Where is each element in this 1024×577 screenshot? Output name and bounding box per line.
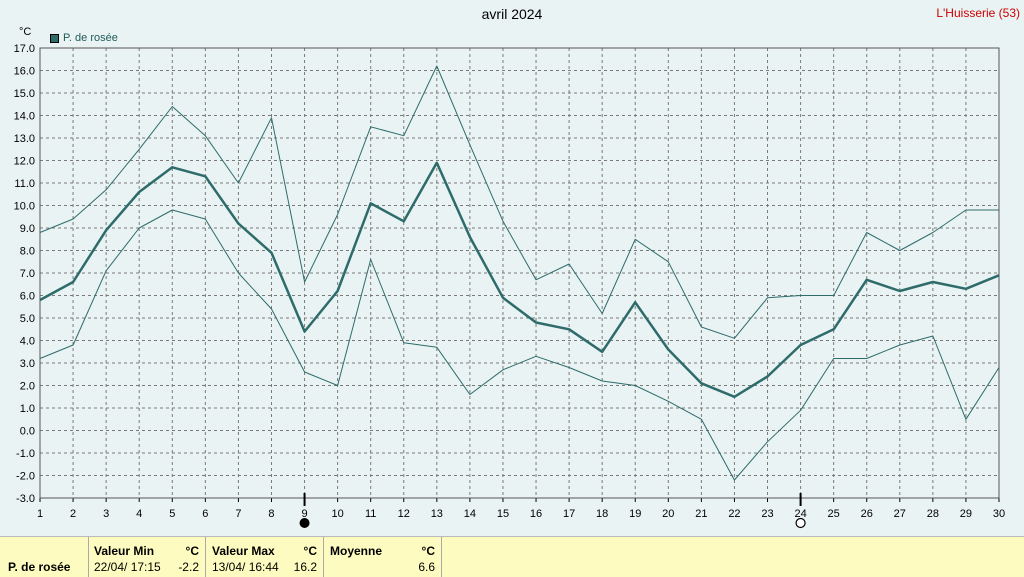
y-tick-label: 1.0	[20, 403, 35, 415]
y-tick-label: 13.0	[14, 133, 35, 145]
footer-max-cell: Valeur Max °C 13/04/ 16:44 16.2	[206, 537, 324, 577]
y-tick-label: 14.0	[14, 111, 35, 123]
x-tick-label: 12	[398, 508, 410, 520]
x-tick-label: 16	[530, 508, 542, 520]
x-tick-label: 19	[629, 508, 641, 520]
x-tick-label: 6	[202, 508, 208, 520]
y-tick-label: 15.0	[14, 88, 35, 100]
axes: -3.0 -2.0 -1.0 0.0 1.0 2.0 3.0 4.0 5.0 6.0 7.0 8.0 9…	[14, 43, 1006, 520]
x-tick-label: 10	[331, 508, 343, 520]
x-tick-label: 21	[695, 508, 707, 520]
max-header: Valeur Max	[212, 544, 275, 558]
grid	[39, 47, 1000, 499]
legend: P. de rosée	[50, 32, 118, 44]
y-tick-label: -2.0	[16, 471, 35, 483]
x-tick-label: 20	[662, 508, 674, 520]
x-tick-label: 13	[431, 508, 443, 520]
y-tick-label: -1.0	[16, 448, 35, 460]
y-tick-label: 6.0	[20, 291, 35, 303]
y-tick-label: 5.0	[20, 313, 35, 325]
y-axis-unit: °C	[19, 26, 32, 38]
x-tick-label: 22	[728, 508, 740, 520]
series	[39, 65, 1000, 481]
y-tick-label: 4.0	[20, 336, 35, 348]
x-tick-label: 14	[464, 508, 476, 520]
series-line-mean	[39, 161, 1000, 399]
footer-row-label-cell: P. de rosée	[0, 537, 89, 577]
y-tick-label: 7.0	[20, 268, 35, 280]
x-tick-label: 30	[993, 508, 1005, 520]
min-value: -2.2	[178, 560, 199, 574]
y-tick-label: 9.0	[20, 223, 35, 235]
x-tick-label: 2	[70, 508, 76, 520]
mean-header: Moyenne	[330, 544, 383, 558]
y-tick-label: 2.0	[20, 381, 35, 393]
x-tick-label: 26	[861, 508, 873, 520]
x-tick-label: 11	[365, 508, 376, 520]
legend-label: P. de rosée	[63, 32, 118, 44]
x-tick-label: 1	[37, 508, 43, 520]
x-tick-label: 4	[136, 508, 142, 520]
x-tick-label: 15	[497, 508, 509, 520]
y-tick-label: 8.0	[20, 246, 35, 258]
y-tick-label: 3.0	[20, 358, 35, 370]
summary-footer: P. de rosée Valeur Min °C 22/04/ 17:15 -…	[0, 536, 1024, 577]
legend-swatch	[50, 33, 59, 43]
x-tick-label: 24	[794, 508, 806, 520]
new-moon-icon	[795, 517, 806, 529]
mean-value: 6.6	[418, 560, 435, 574]
y-tick-label: 10.0	[14, 201, 35, 213]
y-tick-label: 16.0	[14, 66, 35, 78]
footer-mean-cell: Moyenne °C 6.6	[324, 537, 442, 577]
x-tick-label: 5	[169, 508, 175, 520]
y-tick-label: 17.0	[14, 43, 35, 55]
footer-min-cell: Valeur Min °C 22/04/ 17:15 -2.2	[88, 537, 206, 577]
y-tick-label: 12.0	[14, 156, 35, 168]
full-moon-icon	[299, 518, 310, 528]
dew-point-chart: -3.0 -2.0 -1.0 0.0 1.0 2.0 3.0 4.0 5.0 6.0 7.0 8.0 9…	[14, 43, 1006, 529]
min-date: 22/04/ 17:15	[94, 560, 161, 574]
moon-markers	[299, 493, 806, 529]
y-tick-label: 11.0	[14, 178, 35, 190]
mean-unit: °C	[421, 544, 435, 558]
y-tick-label: 0.0	[20, 426, 35, 438]
x-tick-label: 7	[235, 508, 241, 520]
max-unit: °C	[303, 544, 317, 558]
x-tick-label: 18	[596, 508, 608, 520]
x-tick-label: 8	[268, 508, 274, 520]
y-tick-label: -3.0	[16, 493, 35, 505]
x-tick-label: 23	[761, 508, 773, 520]
station-name: L'Huisserie (53)	[936, 6, 1020, 20]
x-tick-label: 17	[563, 508, 575, 520]
min-header: Valeur Min	[94, 544, 155, 558]
x-tick-label: 29	[960, 508, 972, 520]
min-unit: °C	[185, 544, 199, 558]
x-tick-label: 9	[301, 508, 307, 520]
max-date: 13/04/ 16:44	[212, 560, 279, 574]
plot-frame	[39, 47, 1000, 499]
x-tick-label: 28	[927, 508, 939, 520]
x-tick-label: 3	[103, 508, 109, 520]
series-line-min	[39, 209, 1000, 481]
chart-title: avril 2024	[481, 6, 543, 22]
footer-row-label: P. de rosée	[8, 560, 71, 574]
series-line-max	[39, 65, 999, 339]
x-tick-label: 27	[894, 508, 906, 520]
x-tick-label: 25	[828, 508, 840, 520]
max-value: 16.2	[293, 560, 317, 574]
